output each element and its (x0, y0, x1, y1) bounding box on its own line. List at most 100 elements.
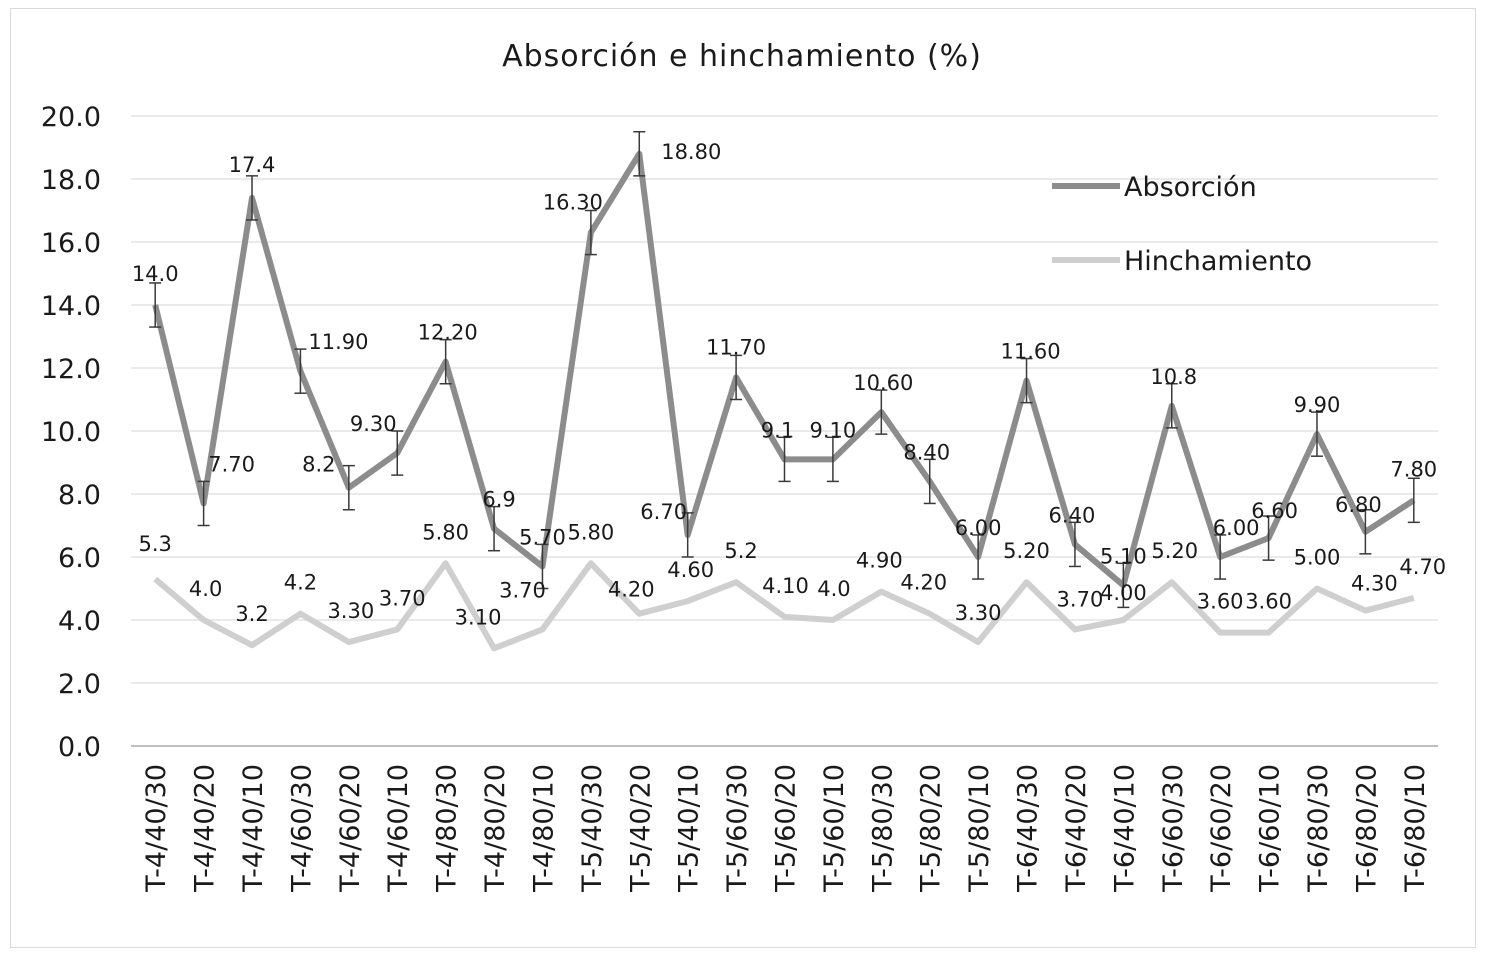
x-tick-label: T-5/80/30 (867, 764, 898, 893)
data-label-hinchamiento: 5.2 (724, 539, 757, 563)
legend: Absorción Hinchamiento (1052, 172, 1312, 277)
x-tick-label: T-5/80/20 (916, 764, 947, 893)
error-bar (391, 430, 404, 476)
data-label-absorcion: 14.0 (132, 262, 179, 286)
y-tick-label: 14.0 (41, 291, 101, 322)
data-label-hinchamiento: 3.30 (955, 601, 1002, 625)
error-bar (778, 436, 791, 483)
x-tick-label: T-6/40/20 (1061, 764, 1092, 893)
error-bar (972, 534, 985, 580)
x-tick-label: T-6/40/30 (1013, 764, 1044, 893)
data-label-absorcion: 6.80 (1335, 493, 1382, 517)
x-tick-label: T-6/40/10 (1109, 764, 1140, 893)
data-label-absorcion: 6.40 (1049, 503, 1096, 527)
x-tick-label: T-5/80/10 (964, 764, 995, 893)
data-label-hinchamiento: 4.70 (1399, 555, 1446, 579)
x-tick-label: T-4/40/30 (141, 764, 172, 893)
x-tick-label: T-4/40/20 (190, 764, 221, 893)
error-bar (633, 131, 646, 177)
data-label-hinchamiento: 4.90 (856, 549, 903, 573)
error-bar (1214, 534, 1227, 580)
data-label-absorcion: 18.80 (661, 140, 721, 164)
data-label-absorcion: 5.10 (1100, 544, 1147, 568)
legend-label-absorcion: Absorción (1124, 172, 1257, 203)
error-bar (1020, 357, 1033, 404)
data-label-hinchamiento: 5.20 (1151, 539, 1198, 563)
data-label-hinchamiento: 3.70 (499, 578, 546, 602)
data-label-hinchamiento: 4.20 (608, 578, 655, 602)
error-bar (536, 543, 549, 590)
x-tick-label: T-4/40/10 (238, 764, 269, 893)
data-label-absorcion: 6.60 (1251, 499, 1298, 523)
chart-frame (10, 8, 1476, 948)
y-tick-label: 12.0 (41, 354, 101, 385)
data-label-absorcion: 5.70 (519, 525, 566, 549)
data-label-absorcion: 9.1 (761, 418, 794, 442)
data-label-absorcion: 11.90 (308, 330, 368, 354)
error-bar (342, 464, 355, 511)
x-tick-label: T-6/60/10 (1255, 764, 1286, 893)
x-tick-label: T-5/60/10 (819, 764, 850, 893)
data-label-absorcion: 9.90 (1294, 393, 1341, 417)
error-bar (294, 348, 307, 394)
data-label-absorcion: 11.70 (706, 335, 766, 359)
data-label-absorcion: 9.10 (810, 418, 857, 442)
data-label-hinchamiento: 3.10 (455, 605, 502, 629)
x-tick-label: T-6/80/20 (1351, 764, 1382, 893)
error-bar (826, 436, 839, 483)
data-label-absorcion: 6.00 (955, 516, 1002, 540)
error-bar (1359, 509, 1372, 555)
x-tick-label: T-4/60/30 (286, 764, 317, 893)
y-tick-label: 16.0 (41, 228, 101, 259)
data-label-hinchamiento: 3.70 (379, 586, 426, 610)
x-tick-label: T-5/60/20 (771, 764, 802, 893)
data-label-absorcion: 6.70 (640, 500, 687, 524)
data-label-hinchamiento: 4.30 (1351, 572, 1398, 596)
x-tick-label: T-4/60/20 (335, 764, 366, 893)
error-bar (149, 282, 162, 328)
error-bar (1117, 562, 1130, 609)
error-bar (1262, 515, 1275, 561)
error-bar (1068, 521, 1081, 568)
error-bar (1165, 383, 1178, 429)
x-tick-label: T-4/80/10 (528, 764, 559, 893)
x-tick-label: T-6/60/30 (1158, 764, 1189, 893)
data-label-hinchamiento: 5.80 (567, 520, 614, 544)
error-bar (246, 175, 259, 221)
data-label-absorcion: 8.40 (903, 440, 950, 464)
error-bar (681, 512, 694, 558)
data-label-absorcion: 17.4 (229, 153, 276, 177)
x-tick-label: T-4/80/20 (480, 764, 511, 893)
gridlines (131, 115, 1438, 684)
data-label-absorcion: 9.30 (350, 412, 397, 436)
data-label-hinchamiento: 4.2 (284, 571, 317, 595)
data-label-hinchamiento: 4.10 (762, 574, 809, 598)
x-tick-label: T-4/60/10 (383, 764, 414, 893)
series-layer (149, 131, 1420, 652)
legend-label-hinchamiento: Hinchamiento (1124, 246, 1312, 277)
y-tick-label: 8.0 (58, 480, 101, 511)
data-label-hinchamiento: 4.0 (817, 577, 850, 601)
error-bar (439, 338, 452, 385)
x-tick-label: T-5/40/20 (625, 764, 656, 893)
data-label-hinchamiento: 4.0 (189, 577, 222, 601)
data-label-absorcion: 10.60 (853, 371, 913, 395)
chart-title: Absorción e hinchamiento (%) (502, 39, 982, 74)
series-line-hinchamiento (153, 560, 1415, 652)
x-tick-label: T-5/40/30 (577, 764, 608, 893)
x-tick-label: T-5/60/30 (722, 764, 753, 893)
data-label-hinchamiento: 4.00 (1100, 581, 1147, 605)
data-label-hinchamiento: 3.60 (1197, 590, 1244, 614)
data-label-absorcion: 7.80 (1390, 457, 1437, 481)
data-label-hinchamiento: 3.60 (1245, 590, 1292, 614)
data-label-absorcion: 16.30 (543, 191, 603, 215)
data-label-hinchamiento: 4.20 (900, 571, 947, 595)
x-tick-label: T-6/80/30 (1303, 764, 1334, 893)
error-bar (584, 209, 597, 256)
data-label-absorcion: 6.00 (1213, 516, 1260, 540)
error-bar (923, 458, 936, 505)
x-tick-label: T-5/40/10 (674, 764, 705, 893)
x-tick-label: T-4/80/30 (432, 764, 463, 893)
data-label-absorcion: 12.20 (418, 321, 478, 345)
